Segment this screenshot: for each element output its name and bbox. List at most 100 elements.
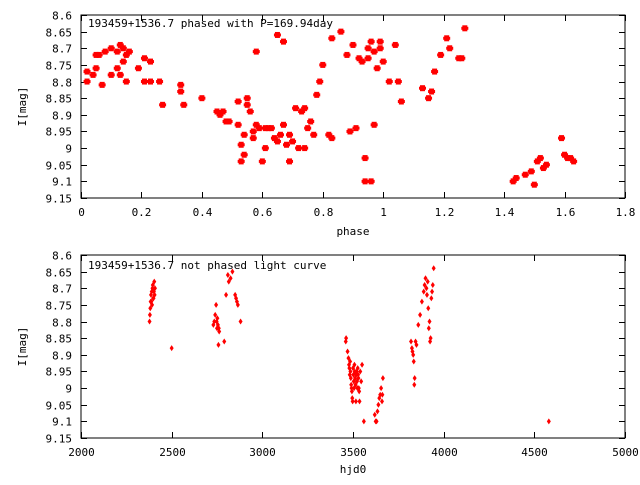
data-point	[359, 378, 364, 385]
data-point-arm	[147, 60, 155, 64]
data-point-arm	[156, 80, 164, 84]
data-point-arm	[92, 66, 100, 70]
data-point-arm	[337, 30, 345, 34]
plot-frame	[80, 14, 626, 199]
data-point-arm	[391, 43, 399, 47]
data-point	[224, 291, 229, 298]
x-tick-label: 0.2	[132, 206, 152, 219]
y-tick-label: 8.75	[46, 60, 73, 73]
data-point-arm	[113, 66, 121, 70]
data-point-arm	[313, 93, 321, 97]
y-tick-label: 9.05	[46, 400, 73, 413]
data-point	[357, 388, 362, 395]
y-tick-label: 8.8	[52, 77, 72, 90]
data-point-arm	[533, 159, 541, 163]
data-point	[421, 288, 426, 295]
data-point-arm	[461, 26, 469, 30]
data-point-arm	[289, 139, 297, 143]
data-point-arm	[307, 119, 315, 123]
data-point-arm	[292, 106, 300, 110]
data-point-arm	[261, 146, 269, 150]
data-point-arm	[376, 46, 384, 50]
data-point-arm	[180, 103, 188, 107]
x-axis-label: hjd0	[340, 463, 367, 476]
data-point-arm	[536, 156, 544, 160]
data-point	[353, 398, 358, 405]
data-point	[426, 305, 431, 312]
y-tick-label: 9.1	[52, 416, 72, 429]
data-point-arm	[177, 83, 185, 87]
data-point-arm	[116, 43, 124, 47]
y-tick-label: 8.9	[52, 350, 72, 363]
data-point	[360, 361, 365, 368]
data-point-arm	[140, 80, 148, 84]
unphased-light-curve-panel: 2000 2500 3000 3500 4000 4500 5000 8.6 8.65 8.7 8.…	[16, 250, 639, 477]
y-tick-label: 8.9	[52, 110, 72, 123]
data-point	[430, 288, 435, 295]
data-point-arm	[558, 136, 566, 140]
y-tick-label: 9.15	[46, 433, 73, 446]
data-point-arm	[267, 126, 275, 130]
data-point-arm	[343, 53, 351, 57]
data-point-arm	[246, 109, 254, 113]
data-point-arm	[279, 123, 287, 127]
data-point-arm	[527, 169, 535, 173]
data-point-arm	[570, 159, 578, 163]
x-tick-label: 1.4	[495, 206, 515, 219]
data-point-arm	[225, 119, 233, 123]
data-point-arm	[301, 146, 309, 150]
data-point-arm	[394, 80, 402, 84]
y-tick-label: 9	[65, 383, 72, 396]
data-point-arm	[397, 100, 405, 104]
data-point	[419, 298, 424, 305]
data-point-arm	[349, 43, 357, 47]
y-tick-label: 9.05	[46, 160, 73, 173]
y-tick-label: 8.65	[46, 267, 73, 280]
x-tick-label: 3500	[340, 446, 367, 459]
plot-title: 193459+1536.7 phased with P=169.94day	[88, 17, 333, 30]
data-point-arm	[304, 126, 312, 130]
data-point-arm	[358, 60, 366, 64]
data-point-arm	[286, 159, 294, 163]
data-point-arm	[352, 126, 360, 130]
x-tick-label: 0.8	[314, 206, 334, 219]
data-point	[423, 275, 428, 282]
data-point-arm	[243, 96, 251, 100]
x-tick-label: 2500	[159, 446, 186, 459]
data-point	[428, 335, 433, 342]
y-tick-label: 9	[65, 143, 72, 156]
data-point-arm	[376, 40, 384, 44]
data-point	[344, 335, 349, 342]
data-point	[376, 401, 381, 408]
data-point-arm	[198, 96, 206, 100]
y-tick-label: 9.1	[52, 176, 72, 189]
data-point-arm	[134, 66, 142, 70]
data-point-arm	[512, 176, 520, 180]
data-point-arm	[234, 100, 242, 104]
data-point-arm	[428, 90, 436, 94]
data-point-arm	[83, 70, 91, 74]
data-point-arm	[425, 96, 433, 100]
data-point-arm	[237, 159, 245, 163]
x-tick-label: 1	[380, 206, 387, 219]
data-point	[238, 318, 243, 325]
data-point-arm	[346, 129, 354, 133]
y-tick-label: 8.7	[52, 283, 72, 296]
data-point	[427, 318, 432, 325]
data-point-arm	[355, 56, 363, 60]
y-tick-label: 8.6	[52, 250, 72, 263]
data-point	[216, 341, 221, 348]
x-tick-label: 1.6	[556, 206, 576, 219]
data-point	[217, 328, 222, 335]
data-point-arm	[116, 73, 124, 77]
data-point-arm	[249, 136, 257, 140]
data-point-arm	[561, 153, 569, 157]
x-tick-label: 0.4	[193, 206, 213, 219]
data-point	[358, 368, 363, 375]
data-point-arm	[367, 179, 375, 183]
data-point-arm	[113, 50, 121, 54]
data-point-arm	[443, 36, 451, 40]
data-point-arm	[101, 50, 109, 54]
data-point-arm	[240, 153, 248, 157]
data-point	[230, 268, 235, 275]
